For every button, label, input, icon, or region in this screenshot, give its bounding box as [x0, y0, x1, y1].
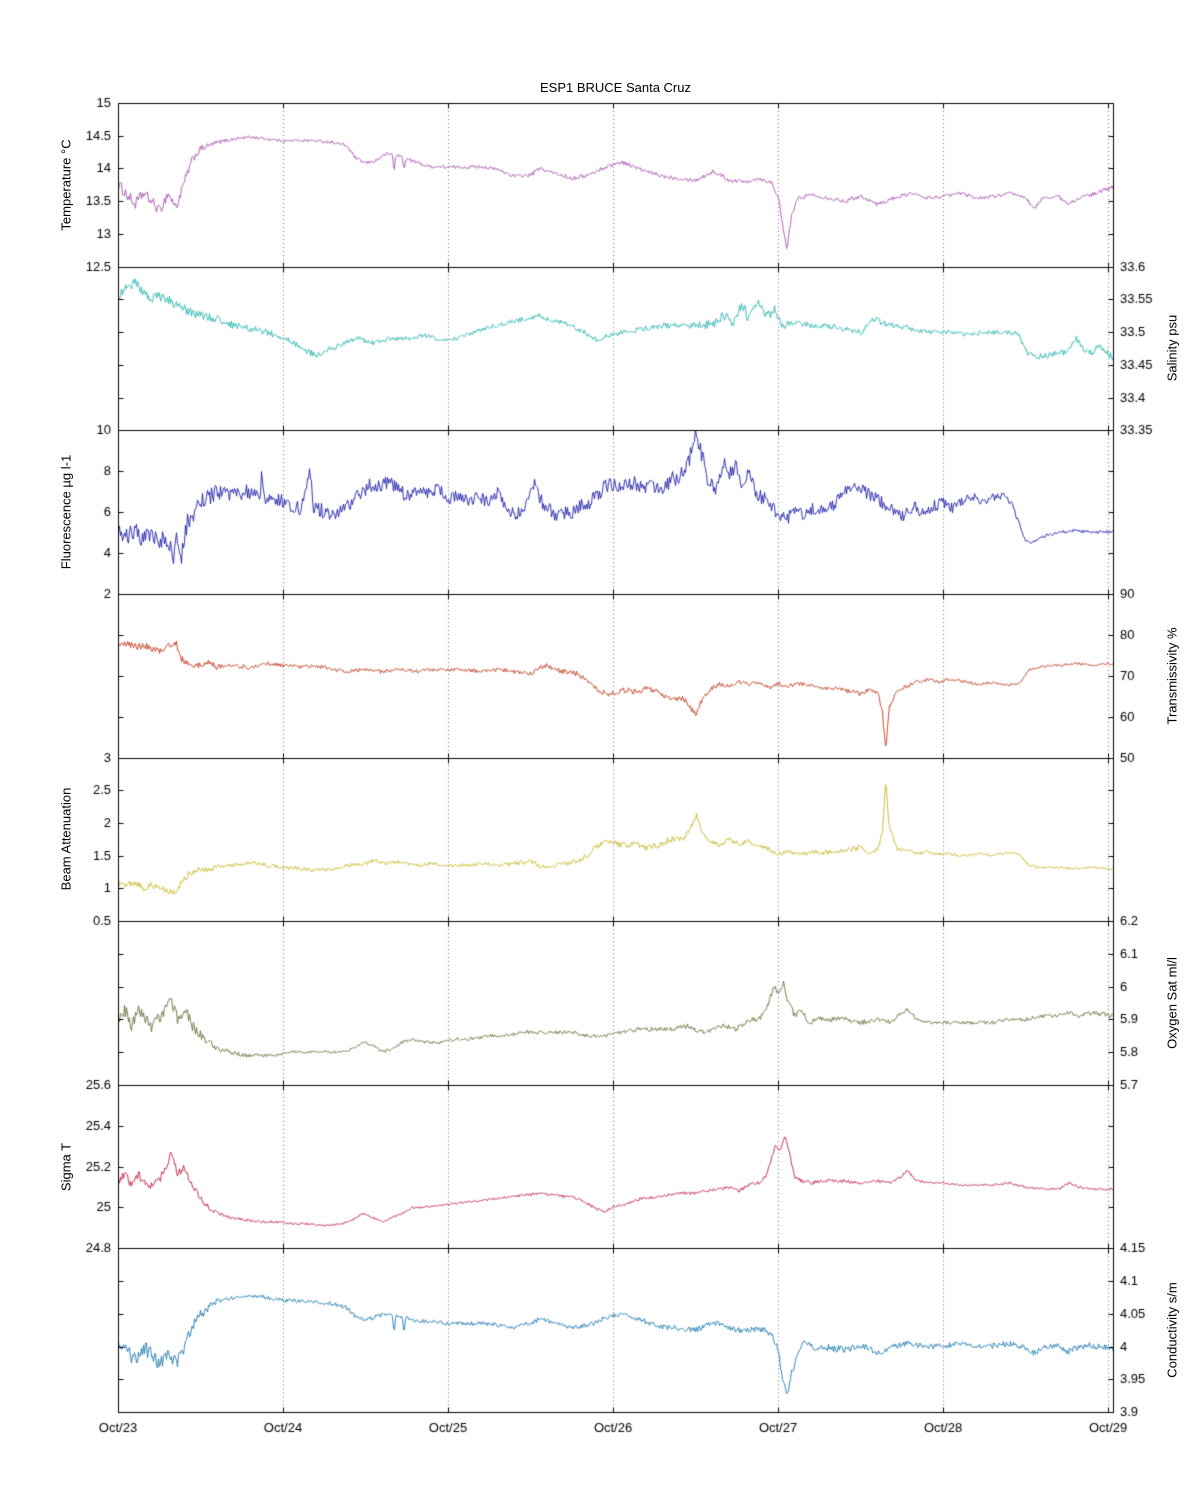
ylabel-salinity: Salinity psu	[1164, 314, 1180, 382]
ylabel-oxygen-sat: Oxygen Sat ml/l	[1164, 957, 1180, 1049]
ylabel-fluorescence: Fluorescence µg l-1	[58, 454, 74, 570]
ylabel-sigma-t: Sigma T	[58, 1142, 74, 1192]
ylabel-temperature: Temperature °C	[58, 139, 74, 231]
ylabel-transmissivity: Transmissivity %	[1164, 627, 1180, 725]
ylabel-beam-attenuation: Beam Attenuation	[58, 787, 74, 891]
ylabel-conductivity: Conductivity s/m	[1164, 1282, 1180, 1378]
